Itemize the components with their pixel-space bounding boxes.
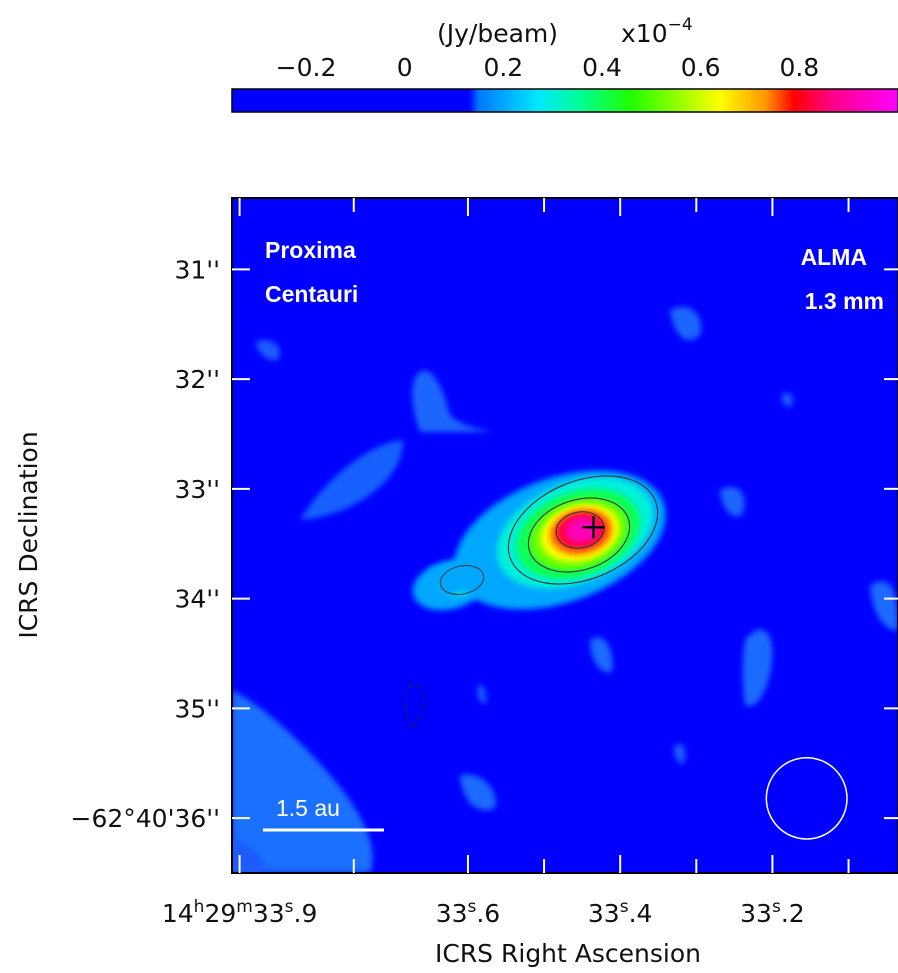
- colorbar-scale-exponent: −4: [668, 15, 693, 35]
- target-label-line2: Centauri: [265, 281, 358, 307]
- beam-ellipse: [765, 757, 848, 840]
- negative-contour: [404, 683, 425, 729]
- y-tick-label: 34'': [174, 585, 220, 614]
- x-tick-label: 33s.6: [436, 897, 501, 928]
- axis-ticks: [232, 198, 898, 873]
- noise-feature: [673, 744, 686, 765]
- y-tick-labels: 31'' 32'' 33'' 34'' 35'' −62°40'36'': [71, 255, 221, 833]
- star-position-marker: [582, 516, 605, 539]
- contour-blob-southwest: [439, 565, 485, 595]
- contour-level-2: [527, 497, 631, 573]
- x-tick-label: 33s.2: [740, 897, 805, 928]
- colorbar-tick-label: −0.2: [276, 53, 337, 82]
- y-tick-label: 33'': [174, 475, 220, 504]
- y-axis-label: ICRS Declination: [14, 431, 43, 638]
- x-tick-labels: 14h29m33s.9 33s.6 33s.4 33s.2: [162, 897, 805, 928]
- y-tick-label: 35'': [174, 694, 220, 723]
- noise-feature: [460, 774, 496, 811]
- emission-map: [232, 306, 898, 873]
- noise-feature: [720, 486, 745, 517]
- colorbar-bar: [231, 88, 898, 113]
- colorbar-tick-labels: −0.2 0 0.2 0.4 0.6 0.8: [276, 53, 820, 82]
- colorbar-tick-label: 0: [397, 53, 413, 82]
- colorbar-scale-label: x10−4: [621, 15, 693, 48]
- colorbar-tick-label: 0.2: [483, 53, 523, 82]
- instrument-label-line1: ALMA: [801, 244, 867, 270]
- colorbar-tick-label: 0.4: [582, 53, 622, 82]
- y-tick-label: 31'': [174, 255, 220, 284]
- noise-feature: [300, 440, 404, 520]
- plot-area: Proxima Centauri ALMA 1.3 mm 1.5 au: [231, 197, 898, 874]
- noise-feature: [255, 340, 280, 361]
- colorbar-unit-label: (Jy/beam): [437, 19, 558, 48]
- contour-lines: [404, 475, 659, 729]
- target-label-line1: Proxima: [265, 237, 356, 263]
- emission-level-7: [565, 516, 599, 544]
- instrument-label-line2: 1.3 mm: [805, 288, 884, 314]
- contour-level-3: [555, 511, 605, 549]
- y-tick-label: 32'': [174, 365, 220, 394]
- noise-feature: [670, 306, 701, 341]
- noise-feature: [232, 690, 373, 873]
- noise-feature: [590, 637, 613, 673]
- contour-level-1: [507, 475, 659, 585]
- scale-bar-label: 1.5 au: [276, 795, 340, 821]
- colorbar-tick-label: 0.6: [681, 53, 721, 82]
- y-tick-label: −62°40'36'': [71, 804, 221, 833]
- colorbar: (Jy/beam) x10−4 −0.2 0 0.2 0.4 0.6 0.8: [231, 15, 898, 113]
- colorbar-tick-label: 0.8: [779, 53, 819, 82]
- x-axis-label: ICRS Right Ascension: [435, 939, 701, 968]
- x-tick-label: 33s.4: [588, 897, 653, 928]
- noise-feature: [781, 392, 793, 408]
- noise-feature: [870, 581, 898, 631]
- plot-frame: [231, 197, 898, 874]
- noise-feature: [742, 629, 773, 707]
- noise-feature: [477, 684, 487, 705]
- x-tick-label: 14h29m33s.9: [162, 897, 318, 928]
- colorbar-scale-base: x10: [621, 19, 668, 48]
- noise-feature: [412, 370, 495, 432]
